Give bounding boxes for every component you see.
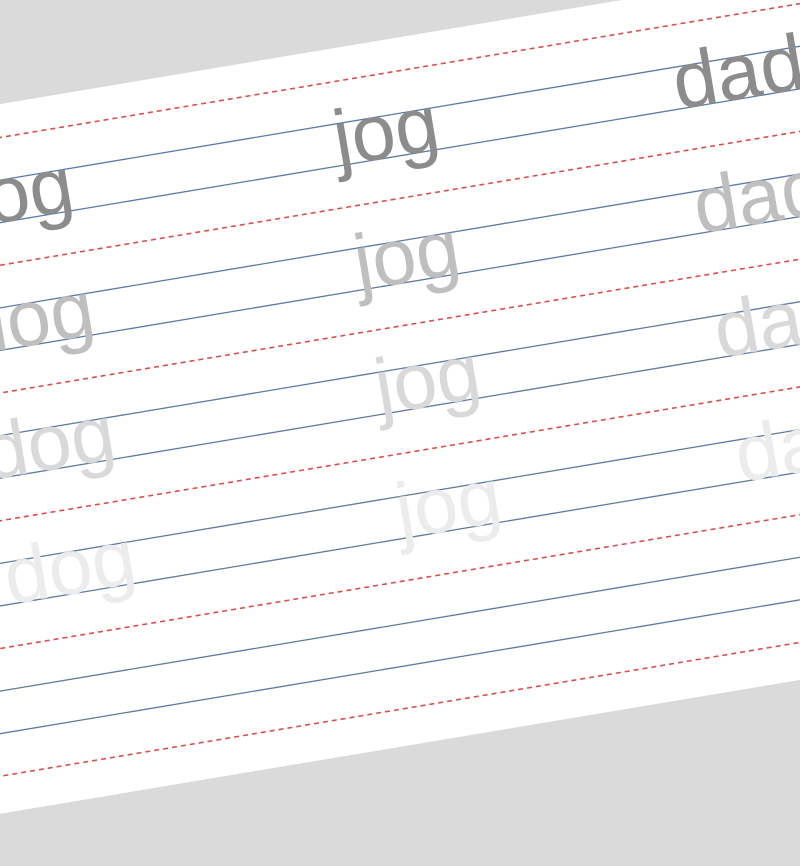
svg-text:dad: dad [687, 140, 800, 250]
svg-text:jog: jog [387, 450, 508, 556]
svg-text:dog: dog [0, 387, 121, 497]
svg-text:dog: dog [0, 263, 100, 373]
svg-text:dog: dog [0, 511, 142, 621]
svg-text:jog: jog [345, 202, 466, 308]
svg-text:jog: jog [324, 77, 445, 183]
svg-text:dog: dog [0, 139, 80, 249]
svg-text:dad: dad [707, 265, 800, 375]
svg-text:dad: dad [666, 16, 800, 126]
svg-text:jog: jog [366, 326, 487, 432]
